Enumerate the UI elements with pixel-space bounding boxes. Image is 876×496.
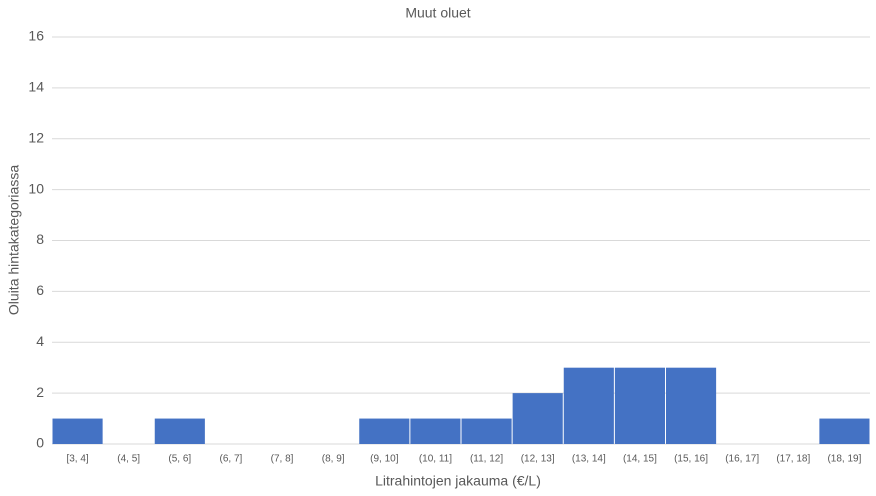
x-axis-label: Litrahintojen jakauma (€/L) bbox=[375, 473, 541, 489]
bar bbox=[666, 367, 717, 444]
bar bbox=[461, 418, 512, 444]
bar bbox=[819, 418, 870, 444]
y-tick-label: 6 bbox=[36, 282, 44, 298]
bar bbox=[614, 367, 665, 444]
x-tick-label: (5, 6] bbox=[168, 454, 191, 465]
x-tick-label: (15, 16] bbox=[674, 454, 708, 465]
bar bbox=[154, 418, 205, 444]
y-tick-label: 14 bbox=[28, 79, 44, 95]
x-tick-label: (16, 17] bbox=[725, 454, 759, 465]
x-tick-label: (8, 9] bbox=[322, 454, 345, 465]
x-tick-label: (6, 7] bbox=[220, 454, 243, 465]
bar bbox=[512, 393, 563, 444]
x-tick-label: (7, 8] bbox=[271, 454, 294, 465]
x-tick-label: [3, 4] bbox=[66, 454, 88, 465]
bar bbox=[52, 418, 103, 444]
x-tick-label: (14, 15] bbox=[623, 454, 657, 465]
bar bbox=[359, 418, 410, 444]
bar bbox=[563, 367, 614, 444]
y-tick-label: 2 bbox=[36, 384, 44, 400]
x-tick-label: (18, 19] bbox=[827, 454, 861, 465]
x-tick-label: (10, 11] bbox=[419, 454, 452, 465]
x-tick-label: (12, 13] bbox=[521, 454, 555, 465]
y-tick-label: 8 bbox=[36, 231, 44, 247]
y-tick-label: 10 bbox=[28, 180, 44, 196]
y-tick-label: 12 bbox=[28, 129, 44, 145]
x-tick-label: (11, 12] bbox=[470, 454, 503, 465]
x-tick-label: (13, 14] bbox=[572, 454, 606, 465]
y-axis-label: Oluita hintakategoriassa bbox=[6, 165, 22, 315]
y-tick-label: 4 bbox=[36, 333, 44, 349]
x-tick-label: (4, 5] bbox=[117, 454, 140, 465]
bar bbox=[410, 418, 461, 444]
y-tick-label: 0 bbox=[36, 435, 44, 451]
chart-title: Muut oluet bbox=[405, 5, 470, 21]
x-tick-label: (17, 18] bbox=[776, 454, 810, 465]
x-tick-label: (9, 10] bbox=[370, 454, 399, 465]
y-tick-label: 16 bbox=[28, 28, 44, 44]
